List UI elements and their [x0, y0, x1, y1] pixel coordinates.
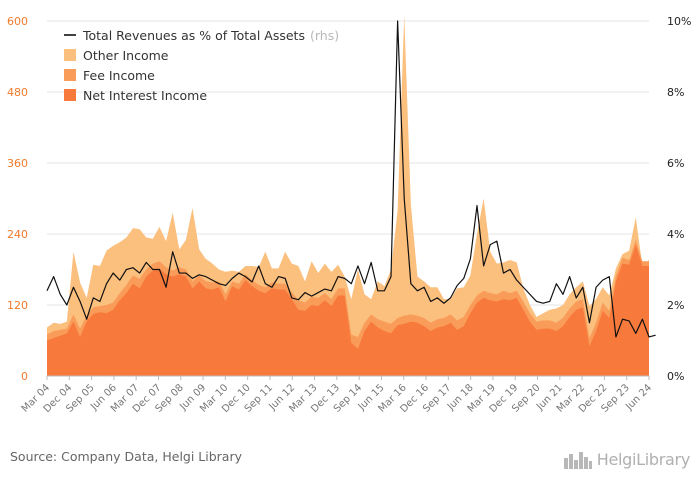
line-series	[46, 20, 656, 338]
source-note: Source: Company Data, Helgi Library	[10, 449, 243, 464]
legend-label-total-revenues: Total Revenues as % of Total Assets	[82, 28, 305, 43]
legend-label-fee-income: Fee Income	[83, 68, 155, 83]
y-left-tick-label: 120	[7, 299, 28, 312]
y-right-tick-label: 8%	[667, 86, 684, 99]
y-left-tick-label: 360	[7, 157, 28, 170]
y-right-tick-label: 2%	[667, 299, 684, 312]
legend: Total Revenues as % of Total Assets (rhs…	[64, 28, 339, 103]
chart: 0 120 240 360 480 600 0% 2% 4% 6% 8% 10% Mar 04Dec…	[7, 15, 691, 415]
y-right-tick-label: 10%	[667, 15, 691, 28]
legend-swatch-net-interest-income	[64, 89, 76, 101]
helgi-library-logo: HelgiLibrary	[563, 446, 690, 472]
y-left-tick-label: 480	[7, 86, 28, 99]
gridlines	[47, 20, 649, 306]
area-net-interest-income	[47, 244, 649, 376]
legend-swatch-fee-income	[64, 69, 76, 81]
y-right-tick-label: 4%	[667, 228, 684, 241]
area-series	[47, 15, 649, 377]
y-left-tick-label: 0	[21, 370, 28, 383]
y-right-tick-label: 6%	[667, 157, 684, 170]
y-left-tick-label: 600	[7, 15, 28, 28]
legend-label-rhs: (rhs)	[310, 28, 339, 43]
y-right-tick-label: 0%	[667, 370, 684, 383]
city-skyline-icon	[563, 452, 592, 469]
line-total-revenues	[46, 20, 656, 338]
y-axis-right: 0% 2% 4% 6% 8% 10%	[667, 15, 691, 383]
logo-text: HelgiLibrary	[596, 449, 691, 469]
legend-label-net-interest-income: Net Interest Income	[83, 88, 207, 103]
legend-label-other-income: Other Income	[83, 48, 169, 63]
y-axis-left: 0 120 240 360 480 600	[7, 15, 28, 383]
legend-swatch-other-income	[64, 49, 76, 61]
y-left-tick-label: 240	[7, 228, 28, 241]
